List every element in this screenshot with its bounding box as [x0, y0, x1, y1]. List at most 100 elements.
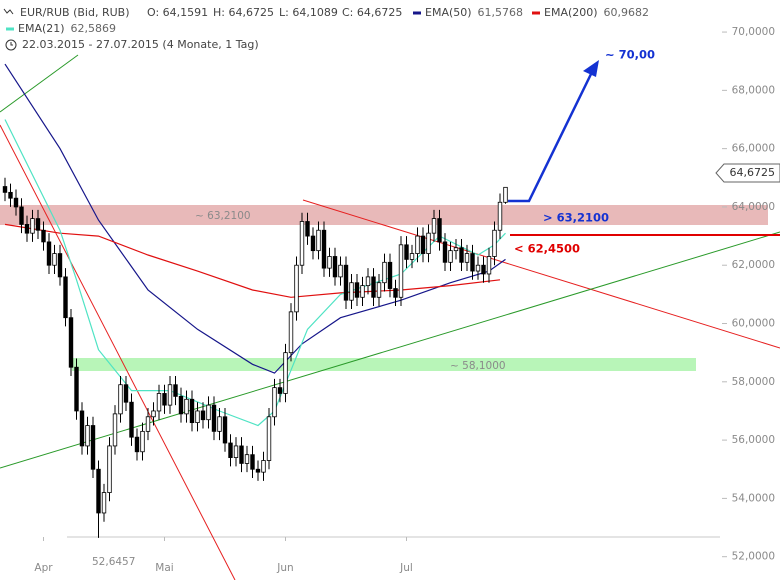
candle-body	[404, 244, 409, 260]
x-tick-label: Mai	[155, 562, 173, 574]
candle-body	[453, 247, 459, 252]
candle-body	[101, 492, 107, 514]
candle-body	[261, 460, 266, 473]
candle-body	[393, 288, 398, 298]
candle-body	[327, 256, 332, 269]
candle-body	[371, 276, 376, 298]
candle-body	[442, 241, 448, 263]
candle-body	[57, 253, 63, 278]
y-tick-label: 58,0000	[732, 376, 775, 388]
candle-body	[343, 264, 349, 301]
legend-value: 61,5768	[478, 6, 524, 19]
candle-body	[332, 256, 338, 278]
candle-body	[178, 395, 184, 415]
candle-body	[294, 264, 299, 313]
candle-body	[35, 218, 41, 231]
candle-body	[255, 468, 261, 473]
y-tick-label: 68,0000	[732, 84, 775, 96]
candle-body	[90, 425, 96, 470]
candle-body	[8, 191, 13, 199]
candle-body	[112, 413, 118, 447]
candle-body	[118, 384, 123, 415]
date-range: 22.03.2015 - 27.07.2015 (4 Monate, 1 Tag…	[22, 38, 259, 51]
candle-body	[459, 247, 464, 263]
candle-body	[140, 430, 145, 453]
candle-body	[503, 186, 508, 203]
candle-body	[123, 384, 129, 403]
candle-body	[211, 404, 217, 432]
candle-layer	[2, 177, 508, 538]
candle-body	[85, 425, 90, 447]
candle-body	[305, 221, 310, 237]
candle-body	[497, 201, 503, 231]
clock-icon	[5, 39, 17, 51]
candle-body	[299, 221, 305, 266]
candle-body	[486, 256, 492, 275]
y-tick-label: 52,0000	[732, 551, 775, 563]
candle-body	[464, 253, 470, 263]
legend-name: EMA(200)	[544, 6, 598, 19]
candle-body	[217, 416, 222, 432]
candle-body	[437, 218, 442, 243]
candle-body	[321, 229, 327, 269]
candle-body	[316, 229, 321, 252]
candle-body	[481, 264, 486, 275]
price-tag-label: 64,6725	[730, 166, 776, 179]
breakout-label: > 63,2100	[543, 211, 609, 225]
resistance-trend-line	[302, 199, 780, 349]
resistance-zone	[0, 205, 768, 225]
candle-body	[349, 282, 354, 301]
candle-body	[272, 387, 277, 418]
candle-body	[41, 229, 46, 243]
zone-label: ~ 58,1000	[450, 360, 506, 372]
chart-icon	[3, 8, 14, 15]
candle-body	[310, 235, 316, 252]
x-tick-label: Jul	[399, 562, 413, 574]
candle-body	[398, 244, 404, 298]
candle-body	[184, 398, 189, 415]
candle-body	[470, 253, 475, 272]
candle-body	[145, 416, 151, 432]
candle-body	[233, 445, 239, 458]
legend-value: 62,5869	[71, 22, 117, 35]
candle-body	[156, 393, 162, 412]
candle-body	[195, 410, 200, 424]
candle-body	[228, 442, 233, 458]
downtrend-line	[0, 124, 236, 580]
candle-body	[365, 276, 371, 287]
candle-body	[134, 436, 140, 453]
candle-body	[448, 250, 453, 263]
candle-body	[129, 401, 134, 438]
candle-body	[68, 317, 74, 368]
candle-body	[96, 468, 101, 514]
candle-body	[13, 197, 19, 208]
candle-body	[387, 261, 393, 289]
candle-body	[382, 261, 387, 284]
candle-body	[354, 282, 360, 298]
candle-body	[162, 393, 167, 406]
ohlc: H: 64,6725	[213, 6, 274, 19]
candle-body	[244, 454, 250, 464]
candle-body	[200, 410, 206, 421]
support-zone	[72, 358, 696, 371]
candle-body	[74, 366, 79, 412]
candle-body	[30, 218, 35, 234]
candle-body	[63, 276, 68, 319]
price-tag	[715, 163, 780, 183]
y-tick-label: 60,0000	[732, 318, 775, 330]
x-tick-label: Apr	[34, 562, 53, 574]
candle-body	[426, 232, 431, 254]
stop-label: < 62,4500	[514, 242, 580, 256]
candle-body	[2, 186, 8, 193]
candle-body	[283, 352, 288, 394]
ema-line	[4, 119, 506, 427]
candle-body	[46, 241, 52, 266]
candle-body	[19, 206, 24, 225]
candle-body	[79, 410, 85, 447]
ohlc: L: 64,1089	[279, 6, 338, 19]
x-tick-label: Jun	[276, 562, 293, 574]
candle-body	[415, 235, 420, 254]
candle-body	[409, 253, 415, 260]
candle-body	[52, 253, 57, 266]
